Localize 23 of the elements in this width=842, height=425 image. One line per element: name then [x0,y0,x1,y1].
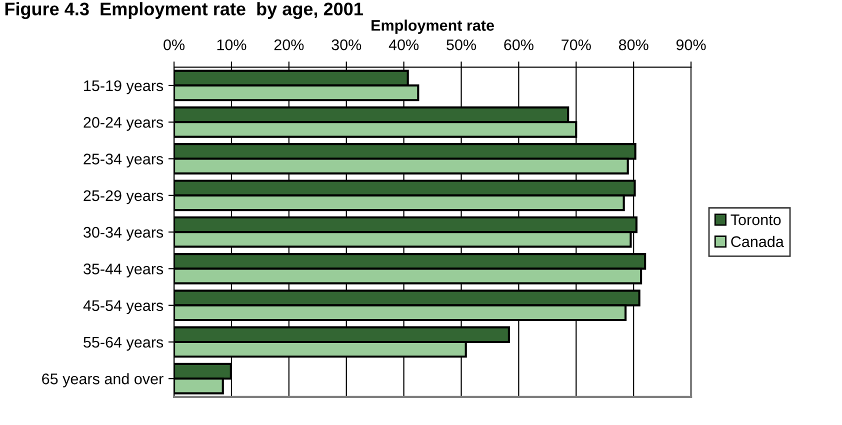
y-tick-label: 15-19 years [84,80,164,94]
x-tick-label: 50% [446,39,476,50]
y-tick-label: 65 years and over [42,373,164,388]
x-tick-label: 40% [388,39,419,50]
y-tick-label: 25-29 years [84,190,164,204]
x-tick-label: 0% [164,39,185,50]
y-tick-label: 30-34 years [84,226,164,241]
x-tick-label: 70% [562,39,591,50]
x-axis-title: Employment rate [372,20,494,34]
legend-label: Canada [731,236,784,248]
y-tick-label: 25-34 years [84,154,164,168]
y-tick-label: 20-24 years [84,116,164,131]
x-tick-label: 90% [676,39,706,50]
x-tick-label: 30% [332,39,362,50]
legend-label: Toronto [730,214,781,226]
x-tick-label: 10% [217,39,246,50]
y-tick-label: 35-44 years [84,264,164,278]
x-tick-label: 20% [274,39,304,50]
x-tick-label: 80% [618,39,648,50]
x-tick-label: 60% [504,39,534,50]
y-tick-label: 45-54 years [83,300,164,314]
y-tick-label: 55-64 years [84,336,164,351]
chart-title: Figure 4.3 Employment rate by age, 2001 [5,2,363,20]
